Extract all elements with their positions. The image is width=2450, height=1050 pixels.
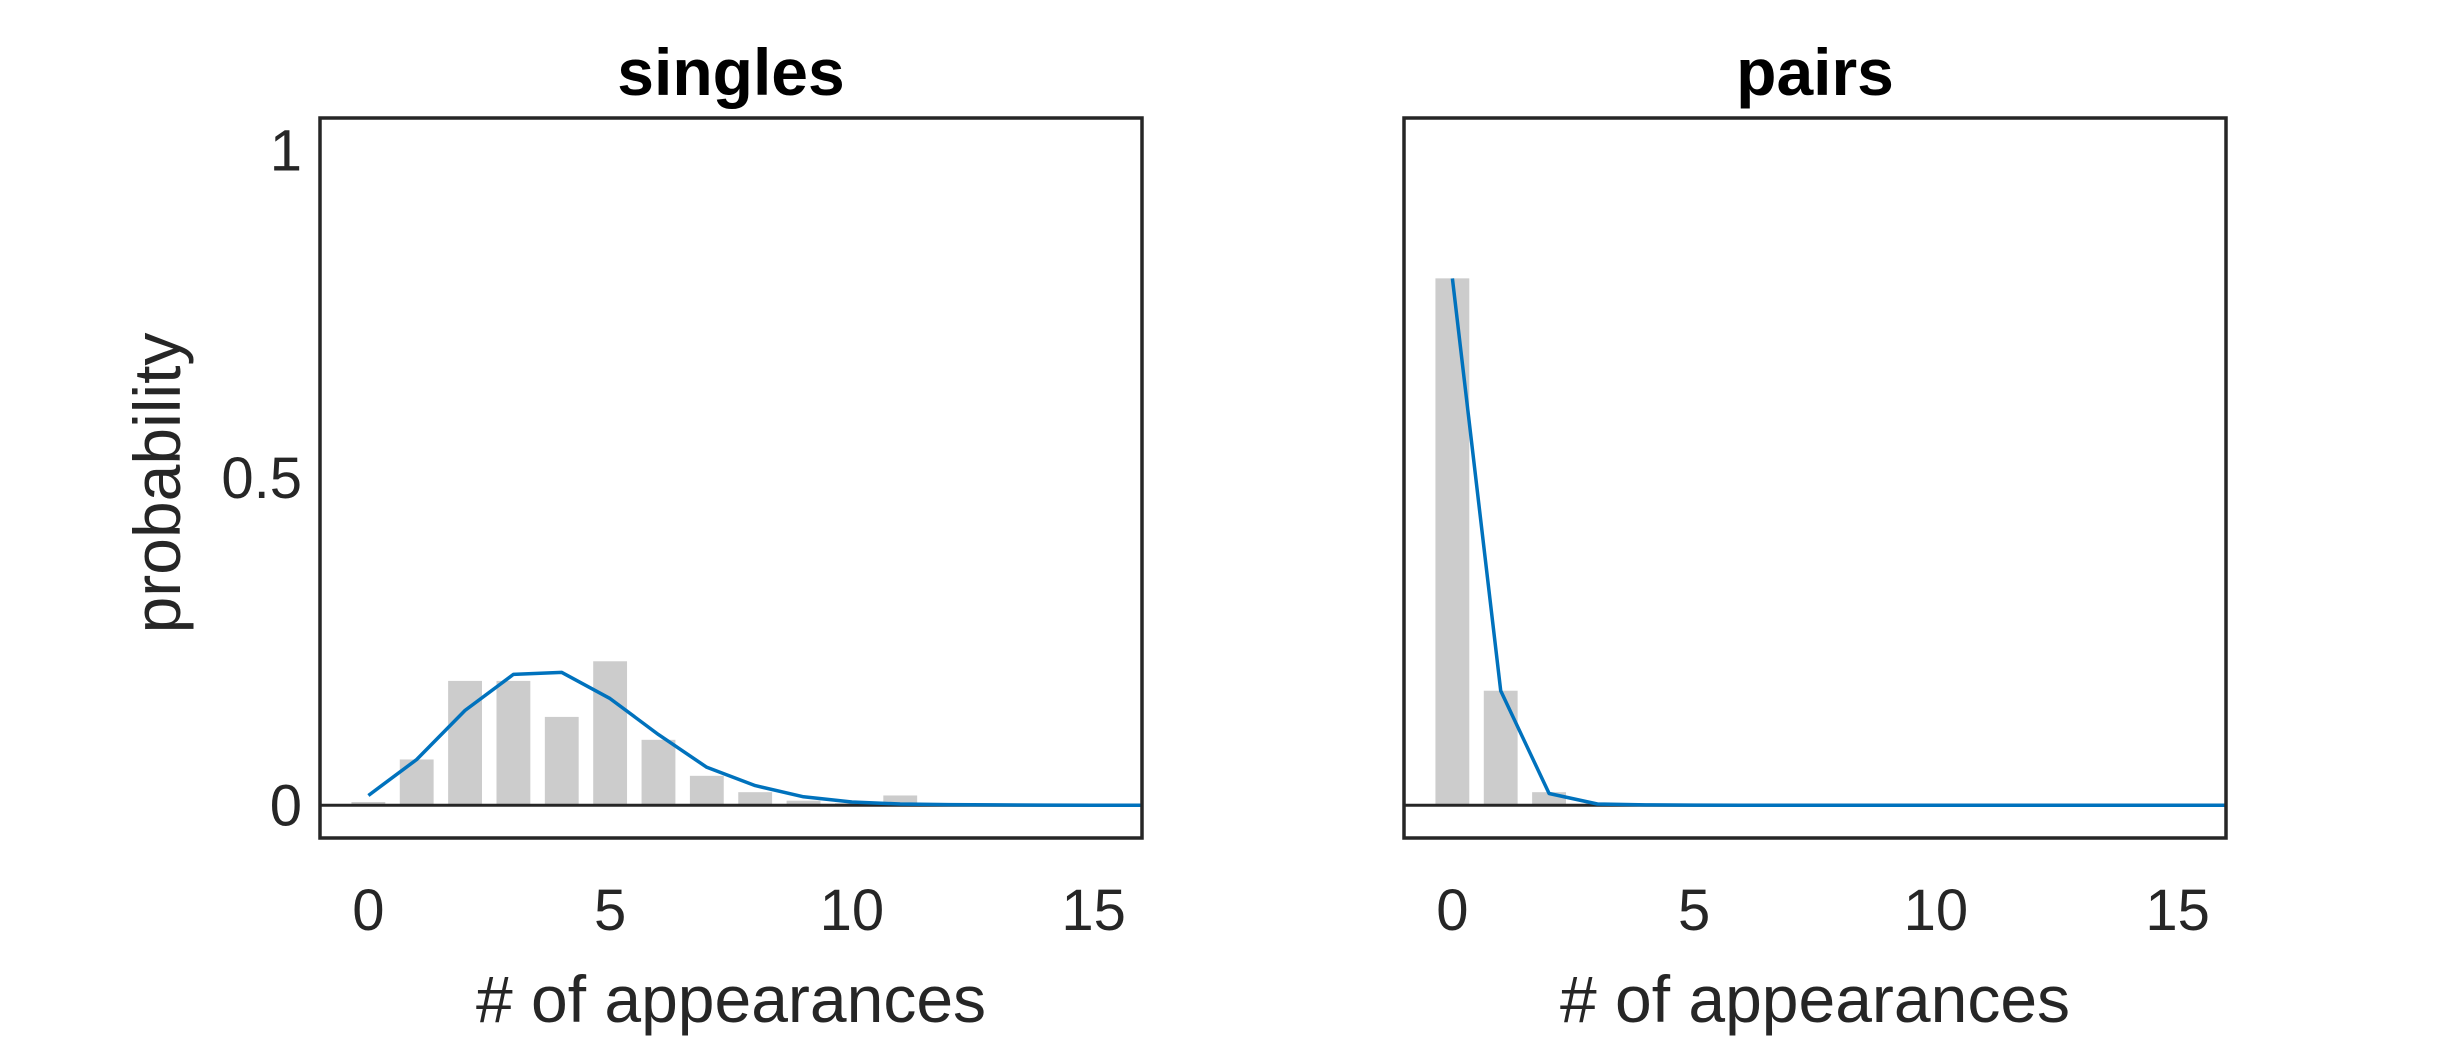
singles-ytick-0: 0 [270, 773, 302, 838]
singles-bar-9 [786, 800, 821, 806]
pairs-xtick-0: 0 [1436, 878, 1468, 943]
singles-bar-8 [738, 792, 773, 806]
pairs-xtick-15: 15 [2145, 878, 2210, 943]
pairs-xlabel: # of appearances [1560, 962, 2070, 1036]
pairs-xtick-10: 10 [1904, 878, 1969, 943]
singles-xtick-10: 10 [820, 878, 885, 943]
pairs-axes-frame [1402, 116, 2228, 840]
singles-title: singles [617, 35, 844, 109]
pairs-bar-0 [1435, 278, 1470, 806]
singles-bar-7 [689, 775, 724, 806]
singles-xlabel: # of appearances [476, 962, 986, 1036]
pairs-xtick-5: 5 [1678, 878, 1710, 943]
singles-bar-0 [351, 802, 386, 806]
singles-ytick-1: 1 [270, 119, 302, 184]
pairs-bar-1 [1483, 690, 1518, 806]
pairs-title: pairs [1736, 35, 1894, 109]
singles-ylabel: probability [120, 333, 194, 634]
singles-bar-11 [883, 795, 918, 806]
singles-fit-line [367, 670, 1143, 808]
singles-xtick-0: 0 [352, 878, 384, 943]
pairs-panel: pairs 0 5 10 15 # of appearances [1402, 35, 2228, 1036]
singles-axes-frame [318, 116, 1144, 840]
singles-xtick-5: 5 [594, 878, 626, 943]
singles-ytick-0_5: 0.5 [221, 446, 302, 511]
singles-bar-5 [593, 661, 628, 806]
singles-bar-6 [641, 739, 676, 806]
singles-xtick-15: 15 [1061, 878, 1126, 943]
pairs-fit-line [1450, 278, 2226, 808]
singles-panel: singles 0 5 10 15 0 0.5 1 # of appearances probab… [120, 35, 1144, 1036]
singles-bar-4 [544, 716, 579, 806]
singles-bar-3 [496, 680, 531, 806]
